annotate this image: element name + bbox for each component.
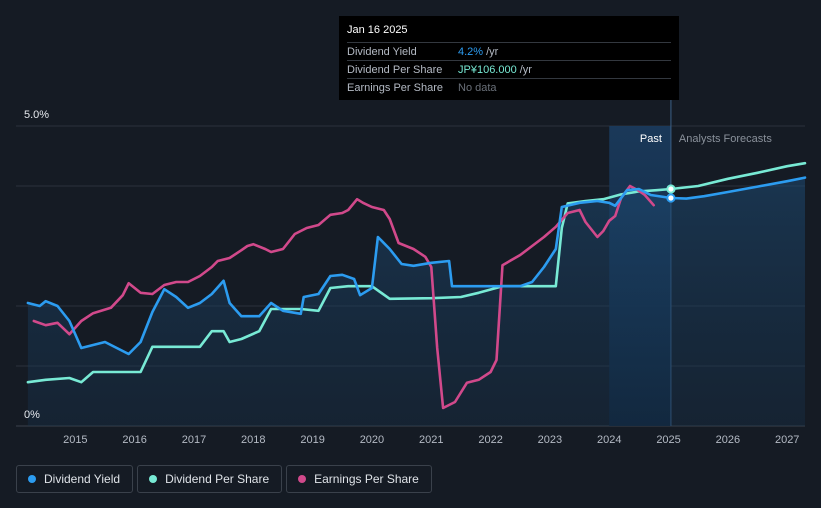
- past-label: Past: [640, 133, 662, 145]
- x-tick-label: 2026: [716, 434, 740, 446]
- legend-label: Dividend Per Share: [165, 472, 270, 486]
- tooltip-date: Jan 16 2025: [347, 24, 408, 36]
- x-tick-label: 2018: [241, 434, 265, 446]
- dividend-yield-area: [27, 177, 805, 426]
- area-layer: [27, 177, 805, 426]
- tooltip-label: Dividend Yield: [347, 45, 417, 58]
- series-layer[interactable]: [26, 161, 807, 410]
- tooltip-label: Dividend Per Share: [347, 63, 443, 76]
- x-tick-label: 2017: [182, 434, 206, 446]
- dividend-per-share-line[interactable]: [26, 161, 807, 384]
- hover-tooltip: Jan 16 2025 Dividend Yield 4.2% /yr Divi…: [339, 16, 679, 100]
- dividend-per-share-dot-icon: [149, 475, 158, 483]
- tooltip-row-dividend-yield: Dividend Yield 4.2% /yr: [347, 42, 671, 60]
- earnings-per-share-dot-icon: [298, 475, 307, 483]
- dividend-yield-marker: [666, 193, 676, 203]
- tooltip-row-earnings-per-share: Earnings Per Share No data: [347, 78, 671, 96]
- tooltip-unit: /yr: [519, 63, 532, 76]
- x-tick-label: 2024: [597, 434, 621, 446]
- x-tick-label: 2016: [122, 434, 146, 446]
- tooltip-row-dividend-per-share: Dividend Per Share JP¥106.000 /yr: [347, 60, 671, 78]
- marker-layer: [666, 184, 676, 203]
- x-tick-label: 2020: [360, 434, 384, 446]
- axis-layer: 2015 2016 2017 2018 2019 2020 2021 2022 2023 2024…: [24, 109, 799, 446]
- dividend-yield-line[interactable]: [26, 176, 807, 356]
- chart-svg: Past Analysts Forecasts 2015 2016 2017 2018 2…: [16, 100, 807, 446]
- x-tick-label: 2023: [538, 434, 562, 446]
- earnings-per-share-line[interactable]: [32, 184, 655, 410]
- legend: Dividend Yield Dividend Per Share Earnin…: [16, 465, 432, 493]
- dividend-yield-dot-icon: [28, 475, 36, 483]
- x-tick-label: 2021: [419, 434, 443, 446]
- legend-item-dividend-yield[interactable]: Dividend Yield: [16, 465, 134, 493]
- tooltip-unit: /yr: [486, 45, 499, 58]
- legend-label: Earnings Per Share: [314, 472, 419, 486]
- tooltip-value: 4.2%: [458, 45, 484, 58]
- y-axis-min-label: 0%: [24, 409, 40, 421]
- x-tick-label: 2015: [63, 434, 87, 446]
- dividend-per-share-marker: [666, 184, 676, 194]
- legend-item-earnings-per-share[interactable]: Earnings Per Share: [286, 465, 432, 493]
- y-axis-max-label: 5.0%: [24, 109, 49, 121]
- tooltip-value: No data: [458, 81, 497, 94]
- tooltip-label: Earnings Per Share: [347, 81, 443, 94]
- x-tick-label: 2019: [300, 434, 324, 446]
- legend-item-dividend-per-share[interactable]: Dividend Per Share: [137, 465, 283, 493]
- legend-label: Dividend Yield: [44, 472, 121, 486]
- tooltip-value: JP¥106.000: [458, 63, 517, 76]
- x-tick-label: 2027: [775, 434, 799, 446]
- x-tick-label: 2025: [656, 434, 680, 446]
- x-tick-label: 2022: [478, 434, 502, 446]
- analysts-forecasts-label: Analysts Forecasts: [679, 133, 772, 145]
